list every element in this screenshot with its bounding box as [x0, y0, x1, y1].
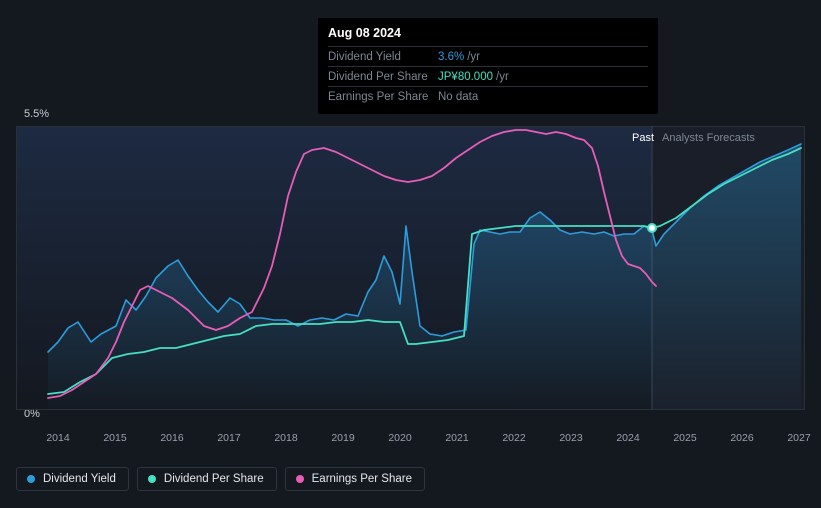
tooltip-row: Dividend Yield3.6%/yr [328, 47, 648, 67]
tooltip-date: Aug 08 2024 [328, 26, 648, 47]
x-axis-tick: 2014 [46, 432, 69, 444]
x-axis-tick: 2027 [787, 432, 810, 444]
dividend-chart[interactable] [16, 126, 805, 410]
x-axis-tick: 2026 [730, 432, 753, 444]
tooltip-row: Earnings Per ShareNo data [328, 87, 648, 106]
legend-dot-icon [296, 475, 304, 483]
x-axis-tick: 2015 [103, 432, 126, 444]
x-axis-tick: 2020 [388, 432, 411, 444]
x-axis-tick: 2022 [502, 432, 525, 444]
legend-item[interactable]: Dividend Per Share [137, 467, 277, 491]
legend-item-label: Dividend Per Share [164, 473, 264, 485]
legend-dot-icon [27, 475, 35, 483]
legend-item[interactable]: Dividend Yield [16, 467, 129, 491]
y-axis-max-label: 5.5% [24, 108, 49, 120]
x-axis-tick: 2024 [616, 432, 639, 444]
chart-region-label: Past [632, 132, 654, 144]
tooltip-row-value: JP¥80.000 [438, 71, 493, 83]
tooltip-row-value: No data [438, 91, 478, 103]
x-axis-tick: 2025 [673, 432, 696, 444]
legend-item-label: Earnings Per Share [312, 473, 412, 485]
x-axis-tick: 2017 [217, 432, 240, 444]
tooltip-row-value: 3.6% [438, 51, 464, 63]
x-axis-tick: 2019 [331, 432, 354, 444]
tooltip-row-label: Earnings Per Share [328, 91, 438, 103]
tooltip-row-suffix: /yr [467, 51, 480, 63]
chart-legend: Dividend Yield Dividend Per Share Earnings… [16, 467, 425, 491]
legend-item[interactable]: Earnings Per Share [285, 467, 425, 491]
legend-dot-icon [148, 475, 156, 483]
x-axis-tick: 2018 [274, 432, 297, 444]
tooltip-row-label: Dividend Per Share [328, 71, 438, 83]
chart-region-label: Analysts Forecasts [662, 132, 755, 144]
x-axis-tick: 2016 [160, 432, 183, 444]
legend-item-label: Dividend Yield [43, 473, 116, 485]
tooltip-row-label: Dividend Yield [328, 51, 438, 63]
tooltip-row: Dividend Per ShareJP¥80.000/yr [328, 67, 648, 87]
x-axis: 2014 2015 2016 2017 2018 2019 2020 2021 2022 2023… [16, 432, 805, 448]
tooltip-row-suffix: /yr [496, 71, 509, 83]
x-axis-tick: 2023 [559, 432, 582, 444]
chart-tooltip: Aug 08 2024 Dividend Yield3.6%/yrDividen… [318, 18, 658, 114]
x-axis-tick: 2021 [445, 432, 468, 444]
